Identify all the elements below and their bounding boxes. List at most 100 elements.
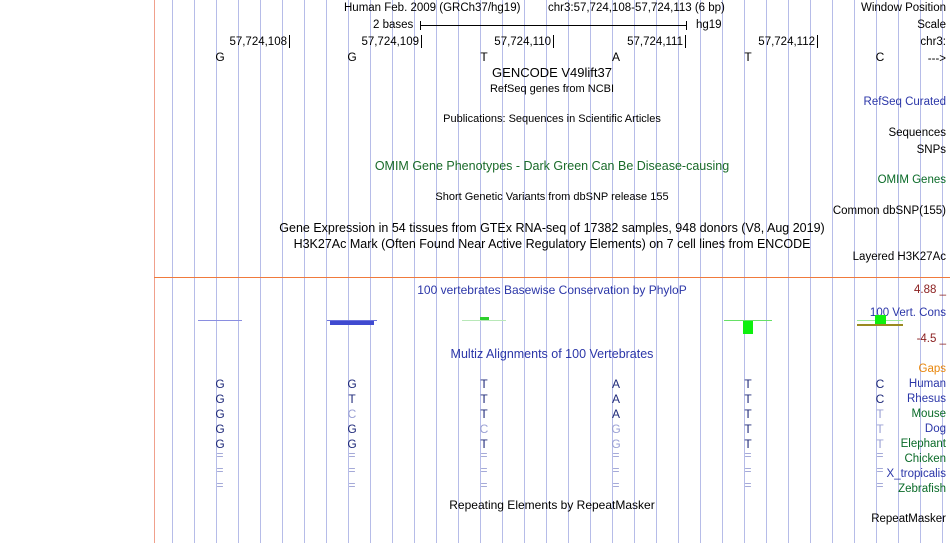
alignment-base: T [744,422,752,436]
alignment-base: T [876,422,884,436]
ruler-coordinate: 57,724,110 [494,36,551,48]
track-separator [154,277,950,278]
alignment-gap: = [348,463,356,477]
track-label-cons-max[interactable]: 4.88 _ [914,284,946,296]
gridline [656,0,657,543]
ruler-base-letter: G [347,50,357,64]
species-label-chicken[interactable]: Chicken [904,453,946,465]
track-label-vert-cons[interactable]: 100 Vert. Cons [869,307,946,319]
alignment-gap: = [612,448,620,462]
alignment-base: T [744,377,752,391]
assembly-label: Human Feb. 2009 (GRCh37/hg19) [344,2,521,14]
alignment-base: G [347,422,357,436]
conservation-bar[interactable] [479,317,489,320]
alignment-base: A [611,392,621,406]
gridline [524,0,525,543]
alignment-gap: = [612,478,620,492]
track-area-left-edge [154,0,155,543]
ruler-base-letter: T [744,50,752,64]
phylop-title: 100 vertebrates Basewise Conservation by… [417,283,687,297]
ruler-base-letter: C [875,50,885,64]
track-label-common-dbsnp[interactable]: Common dbSNP(155) [832,205,946,217]
track-label-cons-min[interactable]: -4.5 _ [916,333,946,345]
ruler-base-letter: G [215,50,225,64]
alignment-base: G [347,377,357,391]
track-label-omim-genes[interactable]: OMIM Genes [877,174,946,186]
gridline [568,0,569,543]
ruler-tick [685,35,686,48]
conservation-bar[interactable] [874,315,886,324]
ruler-tick [421,35,422,48]
species-label-rhesus[interactable]: Rhesus [907,393,946,405]
alignment-base: C [875,392,885,406]
multiz-title: Multiz Alignments of 100 Vertebrates [450,347,654,361]
conservation-bar[interactable] [330,321,374,325]
track-label-repeatmasker[interactable]: RepeatMasker [871,513,946,525]
gtex-title: Gene Expression in 54 tissues from GTEx … [279,221,825,235]
alignment-gap: = [876,478,884,492]
ruler-coordinate: 57,724,112 [758,36,815,48]
alignment-base: G [215,407,225,421]
conservation-bar[interactable] [743,321,753,334]
scale-label: 2 bases [373,19,414,31]
species-label-x_tropicalis[interactable]: X_tropicalis [886,468,946,480]
track-label-window-position[interactable]: Window Position [860,2,946,14]
scale-bar-line [420,25,686,26]
ruler-base-letter: A [611,50,621,64]
gridline [370,0,371,543]
track-label-chrom[interactable]: chr3: [920,36,946,48]
ruler-coordinate: 57,724,111 [627,36,683,48]
gridline [502,0,503,543]
alignment-gap: = [612,463,620,477]
track-label-strand-arrow[interactable]: ---> [927,53,946,65]
conservation-baseline [327,320,377,321]
species-label-elephant[interactable]: Elephant [900,438,946,450]
alignment-base: G [215,377,225,391]
track-label-refseq-curated[interactable]: RefSeq Curated [863,96,946,108]
conservation-baseline [462,320,506,321]
alignment-gap: = [216,478,224,492]
ruler-tick [289,35,290,48]
track-label-layered-h3k27ac[interactable]: Layered H3K27Ac [852,251,946,263]
gridline [238,0,239,543]
alignment-base: C [347,407,357,421]
alignment-base: A [611,377,621,391]
alignment-base: C [479,422,489,436]
track-label-snps[interactable]: SNPs [916,144,946,156]
alignment-gap: = [480,448,488,462]
conservation-baseline [198,320,242,321]
dbsnp-title: Short Genetic Variants from dbSNP releas… [435,191,669,203]
gridline [458,0,459,543]
alignment-gap: = [216,463,224,477]
scale-bar-right-cap [686,21,687,30]
species-label-mouse[interactable]: Mouse [911,408,946,420]
ruler-tick [817,35,818,48]
species-label-zebrafish[interactable]: Zebrafish [898,483,946,495]
h3k27ac-title: H3K27Ac Mark (Often Found Near Active Re… [293,237,811,251]
gridline [436,0,437,543]
species-label-human[interactable]: Human [908,378,946,390]
refseq-title: RefSeq genes from NCBI [489,83,615,95]
gridline [678,0,679,543]
publications-title: Publications: Sequences in Scientific Ar… [443,113,661,125]
ruler-coordinate: 57,724,108 [229,36,287,48]
alignment-gap: = [876,448,884,462]
track-label-sequences[interactable]: Sequences [888,127,946,139]
gridline [700,0,701,543]
scale-bar-left-cap [420,21,421,30]
alignment-gap: = [480,478,488,492]
species-label-dog[interactable]: Dog [924,423,946,435]
gridline [634,0,635,543]
gridline [172,0,173,543]
alignment-gap: = [348,478,356,492]
track-label-gaps[interactable]: Gaps [918,363,947,375]
alignment-gap: = [348,448,356,462]
alignment-gap: = [744,463,752,477]
ruler-coordinate: 57,724,109 [361,36,419,48]
gridline [546,0,547,543]
alignment-base: G [215,392,225,406]
track-label-scale[interactable]: Scale [917,19,946,31]
alignment-base: G [215,437,225,451]
alignment-base: T [480,437,488,451]
